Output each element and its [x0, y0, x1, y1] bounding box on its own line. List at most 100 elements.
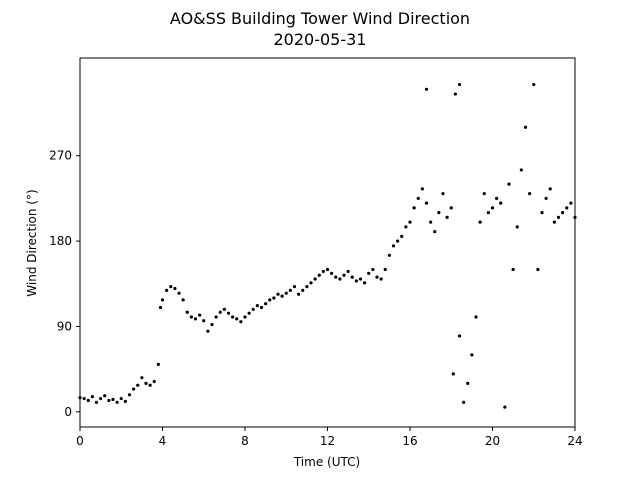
y-axis-label: Wind Direction (°) — [25, 189, 39, 296]
point — [420, 187, 424, 191]
point — [148, 383, 152, 387]
point — [173, 286, 177, 291]
point — [495, 196, 499, 200]
point — [437, 211, 441, 215]
point — [416, 196, 420, 200]
point — [511, 267, 515, 272]
x-tick-label: 24 — [567, 434, 582, 448]
point — [412, 206, 416, 210]
x-tick-label: 8 — [241, 434, 249, 448]
point — [375, 275, 379, 279]
axes-frame — [79, 57, 576, 428]
point — [445, 215, 449, 219]
point — [565, 206, 569, 210]
point — [243, 315, 247, 319]
point — [160, 298, 165, 302]
point — [115, 400, 119, 404]
point — [264, 302, 268, 306]
point — [181, 298, 185, 302]
point — [544, 196, 548, 200]
point — [569, 201, 573, 205]
point — [165, 288, 169, 293]
point — [297, 292, 301, 296]
point — [301, 288, 305, 293]
point — [429, 220, 433, 224]
point — [90, 395, 94, 399]
point — [490, 206, 495, 210]
point — [528, 192, 532, 196]
point — [424, 201, 429, 205]
point — [350, 275, 354, 279]
point — [251, 307, 255, 311]
point — [103, 394, 107, 398]
point — [338, 277, 342, 281]
point — [507, 182, 511, 186]
point — [363, 281, 367, 285]
point — [309, 281, 313, 285]
point — [259, 305, 264, 310]
point — [482, 192, 486, 196]
point — [202, 319, 206, 323]
x-tick-label: 12 — [320, 434, 335, 448]
chart-title: AO&SS Building Tower Wind Direction — [170, 9, 470, 28]
point — [457, 82, 462, 87]
point — [99, 396, 103, 401]
point — [451, 372, 455, 376]
point — [536, 267, 540, 272]
point — [342, 273, 346, 277]
point — [247, 311, 251, 315]
point — [158, 305, 163, 310]
y-tick-label: 270 — [49, 149, 72, 163]
point — [136, 383, 140, 387]
point — [305, 285, 309, 289]
point — [325, 267, 330, 272]
point — [132, 387, 136, 391]
point — [144, 381, 148, 385]
point — [292, 285, 297, 289]
point — [119, 396, 123, 401]
point — [519, 168, 523, 172]
point — [127, 393, 132, 397]
point — [156, 362, 160, 366]
point — [226, 311, 231, 315]
point — [503, 405, 507, 409]
y-tick-label: 90 — [57, 319, 72, 333]
point — [214, 315, 218, 319]
point — [78, 395, 82, 400]
point — [441, 192, 445, 196]
point — [371, 267, 375, 272]
point — [185, 310, 189, 314]
point — [391, 244, 396, 248]
point — [206, 329, 210, 333]
point — [552, 220, 556, 224]
point — [449, 206, 453, 210]
point — [486, 211, 490, 215]
point — [321, 269, 325, 274]
point — [358, 277, 363, 281]
point — [313, 277, 317, 281]
point — [272, 296, 276, 300]
point — [222, 307, 226, 311]
point — [387, 253, 391, 257]
point — [367, 271, 371, 275]
point — [198, 313, 202, 317]
point — [280, 294, 284, 298]
point — [123, 399, 127, 403]
point — [346, 269, 350, 274]
point — [284, 291, 288, 295]
point — [152, 379, 156, 384]
chart-subtitle: 2020-05-31 — [274, 30, 367, 49]
x-tick-label: 0 — [76, 434, 84, 448]
x-tick-label: 16 — [402, 434, 417, 448]
point — [82, 396, 86, 401]
point — [470, 353, 474, 357]
point — [424, 87, 429, 91]
point — [218, 310, 222, 314]
point — [94, 400, 99, 404]
point — [276, 292, 280, 296]
point — [354, 279, 358, 283]
point — [177, 291, 181, 295]
point — [404, 225, 408, 229]
point — [408, 220, 412, 224]
